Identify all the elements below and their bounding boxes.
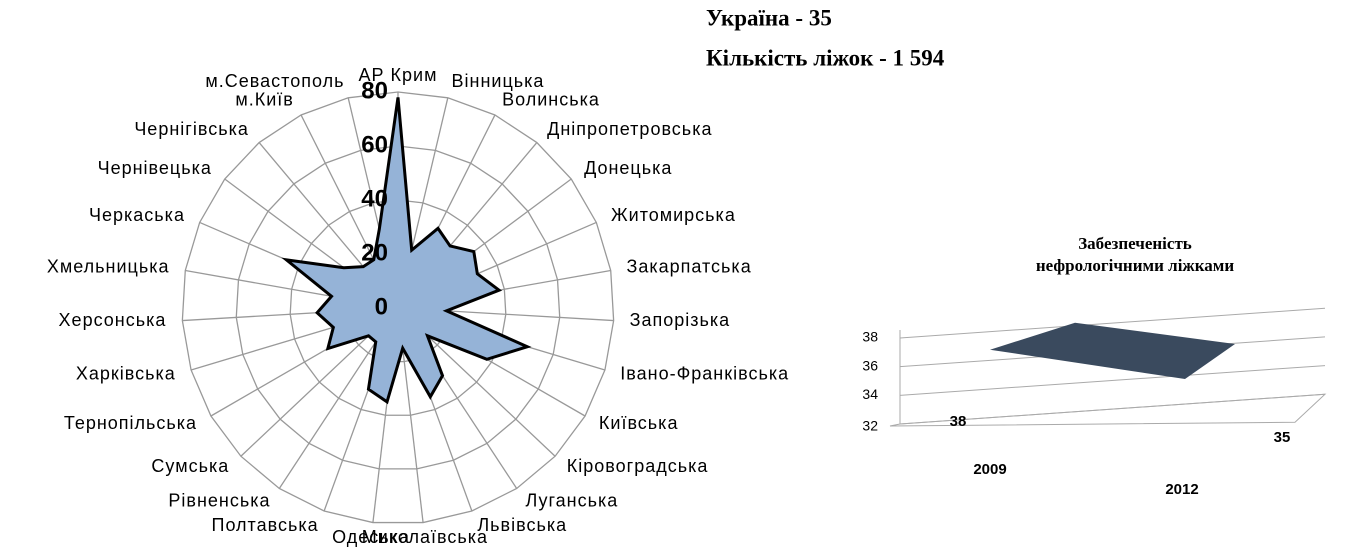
category-label: АР Крим (359, 65, 438, 85)
tick-label: 0 (375, 293, 388, 320)
radar-area (281, 97, 532, 405)
value-label: 38 (950, 413, 967, 430)
category-label: Житомирська (611, 205, 736, 225)
category-label: Київська (599, 413, 679, 433)
category-label: Тернопільська (64, 413, 197, 433)
category-label: Запорізька (630, 310, 731, 330)
category-label: Черкаська (89, 205, 185, 225)
category-label: Донецька (584, 158, 672, 178)
tick-label: 20 (361, 239, 388, 266)
category-label: Херсонська (59, 310, 167, 330)
grid-line (899, 365, 1326, 396)
grid-ring (235, 145, 561, 470)
grid-ring (181, 91, 615, 524)
tick-label: 40 (361, 185, 388, 212)
grid-ring (289, 199, 507, 416)
y-tick-label: 38 (862, 329, 878, 345)
category-label: Чернігівська (134, 119, 249, 139)
category-label: Чернівецька (98, 158, 212, 178)
category-label: Полтавська (212, 515, 319, 535)
tick-label: 60 (361, 131, 388, 158)
category-label: Івано-Франківська (620, 363, 789, 383)
value-label: 35 (1274, 429, 1291, 446)
category-label: Закарпатська (626, 256, 751, 276)
category-label: Харківська (76, 363, 176, 383)
y-tick-label: 34 (862, 386, 878, 402)
grid-line (899, 393, 1326, 425)
category-label: Сумська (151, 456, 229, 476)
category-label: м.Київ (235, 89, 293, 109)
category-label: Волинська (502, 89, 600, 109)
line-ribbon (990, 322, 1235, 380)
y-tick-label: 36 (862, 357, 878, 373)
category-label: Хмельницька (47, 256, 170, 276)
category-label: м.Севастополь (205, 71, 344, 91)
category-label: Дніпропетровська (547, 119, 712, 139)
annotation: Україна - 35 (706, 5, 832, 30)
category-label: Львівська (477, 515, 567, 535)
category-label: Луганська (525, 491, 618, 511)
category-label: Вінницька (452, 71, 545, 91)
category-label: Одеська (332, 527, 410, 547)
x-tick-label: 2012 (1165, 481, 1198, 498)
category-label: Кіровоградська (567, 456, 709, 476)
grid-line (899, 307, 1326, 339)
annotation: Кількість ліжок - 1 594 (706, 45, 945, 70)
x-tick-label: 2009 (973, 461, 1006, 478)
y-tick-label: 32 (862, 418, 878, 434)
chart-title: Забезпеченість нефрологічними ліжками (1036, 234, 1235, 275)
category-label: Рівненська (168, 491, 270, 511)
category-label: Миколаївська (362, 527, 488, 547)
tick-label: 80 (361, 77, 388, 104)
